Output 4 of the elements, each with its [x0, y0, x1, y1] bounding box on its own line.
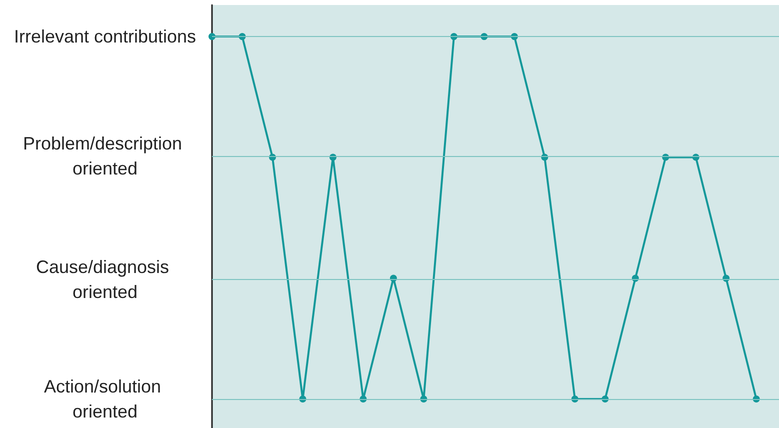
ref-line-label: Cause/diagnosis oriented	[36, 256, 174, 302]
ref-line-label: Problem/description oriented	[22, 134, 188, 179]
ref-line-label: Action/solution oriented	[44, 376, 166, 422]
ref-line-label: Irrelevant contributions	[14, 26, 196, 47]
